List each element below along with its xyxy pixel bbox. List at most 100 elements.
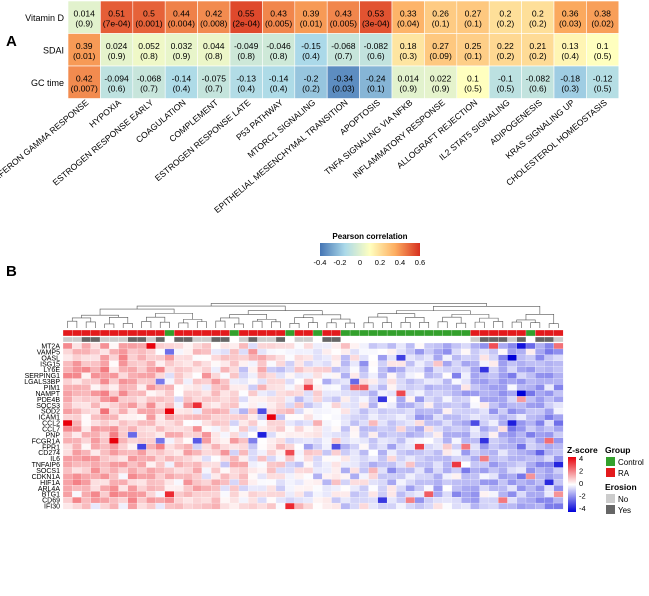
- zscore-cell: [488, 360, 499, 368]
- heatmap-cell: [488, 0, 522, 34]
- zscore-cell: [553, 437, 564, 445]
- zscore-cell: [155, 419, 166, 427]
- zscore-cell: [257, 372, 268, 379]
- group-annotation-cell: [136, 329, 147, 337]
- zscore-cell: [294, 408, 305, 415]
- zscore-cell: [99, 348, 110, 356]
- zscore-cell: [303, 497, 314, 504]
- cell-value-label: 0.25: [465, 41, 482, 51]
- zscore-cell: [312, 443, 323, 451]
- zscore-cell: [81, 390, 92, 397]
- zscore-cell: [81, 467, 92, 474]
- zscore-cell: [479, 449, 490, 456]
- zscore-cell: [322, 437, 332, 445]
- gene-label: LY6E: [43, 367, 60, 374]
- zscore-cell: [433, 408, 443, 415]
- zscore-cell: [146, 502, 156, 510]
- zscore-cell: [146, 408, 156, 415]
- zscore-cell: [461, 479, 471, 486]
- heatmap-cell: [553, 0, 587, 34]
- cell-value-label: -0.14: [172, 73, 192, 83]
- zscore-cell: [229, 485, 240, 492]
- zscore-cell: [220, 425, 230, 433]
- heatmap-cell: [359, 0, 393, 34]
- zscore-cell: [155, 348, 166, 356]
- zscore-cell: [211, 402, 221, 409]
- cell-p-label: (0.001): [135, 18, 162, 28]
- cell-p-label: (0.4): [237, 83, 255, 93]
- zscore-cell: [525, 402, 536, 409]
- zscore-cell: [461, 396, 471, 403]
- zscore-cell: [535, 425, 545, 433]
- zscore-cell: [127, 419, 138, 427]
- zscore-cell: [423, 360, 434, 368]
- zscore-cell: [488, 425, 499, 433]
- zscore-cell: [248, 414, 258, 421]
- zscore-cell: [90, 354, 101, 362]
- dendrogram-branch: [433, 306, 541, 315]
- zscore-cell: [507, 390, 518, 397]
- zscore-cell: [90, 497, 101, 504]
- zscore-cell: [433, 479, 443, 486]
- zscore-cell: [498, 449, 508, 456]
- erosion-annotation-cell: [192, 336, 203, 343]
- zscore-cell: [62, 473, 73, 480]
- gene-label: CD274: [38, 450, 60, 457]
- zscore-cell: [164, 449, 175, 456]
- zscore-cell: [544, 461, 555, 468]
- zscore-cell: [377, 348, 388, 356]
- zscore-cell: [498, 372, 508, 379]
- legend-title: Pearson correlation: [332, 232, 407, 241]
- zscore-cell: [507, 449, 518, 456]
- zscore-cell: [238, 497, 249, 504]
- zscore-cell: [312, 354, 323, 362]
- zscore-cell: [525, 360, 536, 368]
- erosion-annotation-cell: [544, 336, 555, 343]
- zscore-cell: [136, 473, 147, 480]
- zscore-cell: [322, 348, 332, 356]
- zscore-cell: [377, 431, 388, 439]
- zscore-cell: [229, 372, 240, 379]
- cell-value-label: 0.21: [529, 41, 546, 51]
- cell-p-label: (0.9): [173, 51, 191, 61]
- zscore-cell: [349, 479, 360, 486]
- zscore-cell: [118, 408, 129, 415]
- group-legend-label: RA: [618, 469, 630, 478]
- zscore-cell: [498, 497, 508, 504]
- zscore-cell: [553, 408, 564, 415]
- zscore-cell: [359, 467, 369, 474]
- zscore-cell: [238, 485, 249, 492]
- group-annotation-cell: [359, 329, 369, 337]
- heatmap-cell: [488, 65, 522, 99]
- zscore-cell: [303, 431, 314, 439]
- zscore-cell: [396, 449, 406, 456]
- zscore-cell: [405, 437, 416, 445]
- zscore-cell: [340, 443, 351, 451]
- zscore-cell: [470, 497, 480, 504]
- zscore-cell: [507, 342, 518, 350]
- zscore-cell: [229, 354, 240, 362]
- zscore-cell: [451, 360, 462, 368]
- dendrogram-branch: [136, 305, 286, 311]
- zscore-cell: [201, 408, 212, 415]
- zscore-cell: [433, 443, 443, 451]
- zscore-cell: [266, 384, 277, 391]
- group-annotation-cell: [220, 329, 231, 337]
- zscore-cell: [90, 425, 101, 433]
- zscore-cell: [442, 502, 453, 510]
- zscore-cell: [183, 497, 193, 504]
- zscore-cell: [146, 497, 156, 504]
- group-annotation-cell: [285, 329, 295, 337]
- zscore-cell: [164, 366, 175, 373]
- zscore-cell: [201, 473, 212, 480]
- zscore-cell: [322, 372, 332, 379]
- zscore-cell: [248, 443, 258, 451]
- zscore-cell: [498, 443, 508, 451]
- zscore-cell: [498, 467, 508, 474]
- cell-value-label: 0.27: [465, 8, 482, 18]
- zscore-cell: [331, 396, 342, 403]
- zscore-cell: [498, 414, 508, 421]
- zscore-cell: [423, 443, 434, 451]
- dendrogram-branch: [220, 317, 240, 324]
- zscore-cell: [192, 491, 203, 498]
